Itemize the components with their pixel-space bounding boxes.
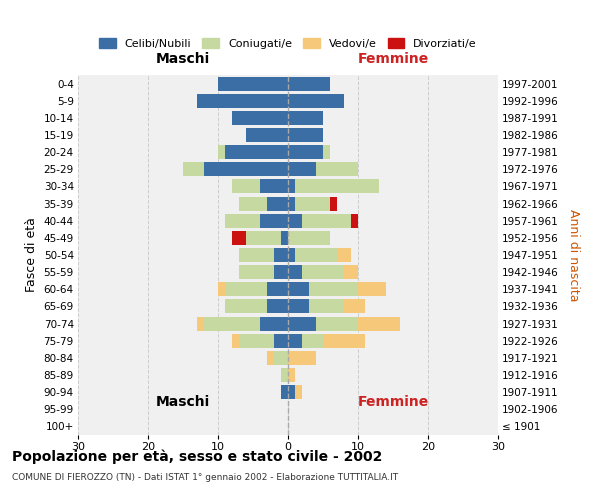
Bar [232,111,288,125]
Text: COMUNE DI FIEROZZO (TN) - Dati ISTAT 1° gennaio 2002 - Elaborazione TUTTITALIA.I: COMUNE DI FIEROZZO (TN) - Dati ISTAT 1° … [12,472,398,482]
Bar [302,265,344,279]
Bar [288,145,323,159]
Bar [351,214,358,228]
Bar [295,180,379,194]
Bar [204,162,288,176]
Bar [288,76,330,90]
Bar [302,334,323,347]
Bar [302,214,351,228]
Bar [309,300,344,314]
Bar [288,180,295,194]
Bar [330,196,337,210]
Bar [267,300,288,314]
Bar [232,334,239,347]
Bar [281,368,288,382]
Bar [288,316,316,330]
Text: Femmine: Femmine [358,52,428,66]
Bar [267,282,288,296]
Bar [295,196,330,210]
Bar [267,196,288,210]
Bar [239,196,267,210]
Bar [344,300,365,314]
Bar [232,231,246,245]
Bar [225,300,267,314]
Legend: Celibi/Nubili, Coniugati/e, Vedovi/e, Divorziati/e: Celibi/Nubili, Coniugati/e, Vedovi/e, Di… [95,34,481,54]
Bar [323,334,365,347]
Bar [288,334,302,347]
Bar [288,162,316,176]
Bar [183,162,204,176]
Bar [288,128,323,142]
Bar [274,351,288,365]
Bar [323,145,330,159]
Bar [288,351,316,365]
Bar [239,248,274,262]
Bar [225,214,260,228]
Bar [288,368,295,382]
Bar [309,282,358,296]
Bar [274,248,288,262]
Bar [246,231,281,245]
Bar [295,248,337,262]
Bar [358,282,386,296]
Bar [337,248,351,262]
Bar [197,316,204,330]
Bar [288,385,295,399]
Bar [316,316,358,330]
Bar [344,265,358,279]
Bar [225,145,288,159]
Bar [288,196,295,210]
Bar [232,180,260,194]
Bar [281,231,288,245]
Bar [274,334,288,347]
Bar [295,385,302,399]
Text: Popolazione per età, sesso e stato civile - 2002: Popolazione per età, sesso e stato civil… [12,450,382,464]
Bar [218,282,225,296]
Bar [267,351,274,365]
Bar [288,94,344,108]
Bar [197,94,288,108]
Bar [246,128,288,142]
Bar [288,214,302,228]
Bar [204,316,260,330]
Bar [260,316,288,330]
Bar [316,162,358,176]
Bar [288,282,309,296]
Bar [260,180,288,194]
Text: Maschi: Maschi [156,394,210,408]
Bar [218,145,225,159]
Bar [218,76,288,90]
Bar [239,334,274,347]
Bar [288,300,309,314]
Bar [288,231,330,245]
Bar [260,214,288,228]
Text: Maschi: Maschi [156,52,210,66]
Text: Femmine: Femmine [358,394,428,408]
Bar [358,316,400,330]
Bar [288,265,302,279]
Bar [288,111,323,125]
Bar [288,248,295,262]
Bar [225,282,267,296]
Bar [274,265,288,279]
Bar [239,265,274,279]
Bar [281,385,288,399]
Y-axis label: Fasce di età: Fasce di età [25,218,38,292]
Y-axis label: Anni di nascita: Anni di nascita [567,209,580,301]
